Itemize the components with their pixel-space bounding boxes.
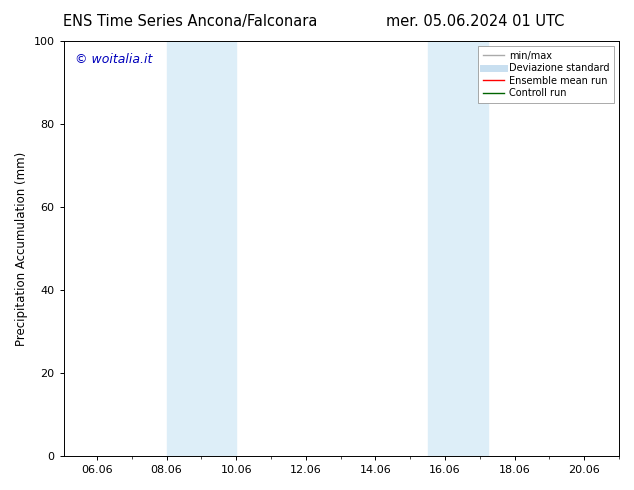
Text: © woitalia.it: © woitalia.it — [75, 53, 152, 67]
Y-axis label: Precipitation Accumulation (mm): Precipitation Accumulation (mm) — [15, 151, 28, 345]
Text: ENS Time Series Ancona/Falconara: ENS Time Series Ancona/Falconara — [63, 14, 318, 29]
Legend: min/max, Deviazione standard, Ensemble mean run, Controll run: min/max, Deviazione standard, Ensemble m… — [477, 46, 614, 103]
Bar — [427, 41, 489, 456]
Text: mer. 05.06.2024 01 UTC: mer. 05.06.2024 01 UTC — [386, 14, 565, 29]
Bar — [167, 41, 236, 456]
